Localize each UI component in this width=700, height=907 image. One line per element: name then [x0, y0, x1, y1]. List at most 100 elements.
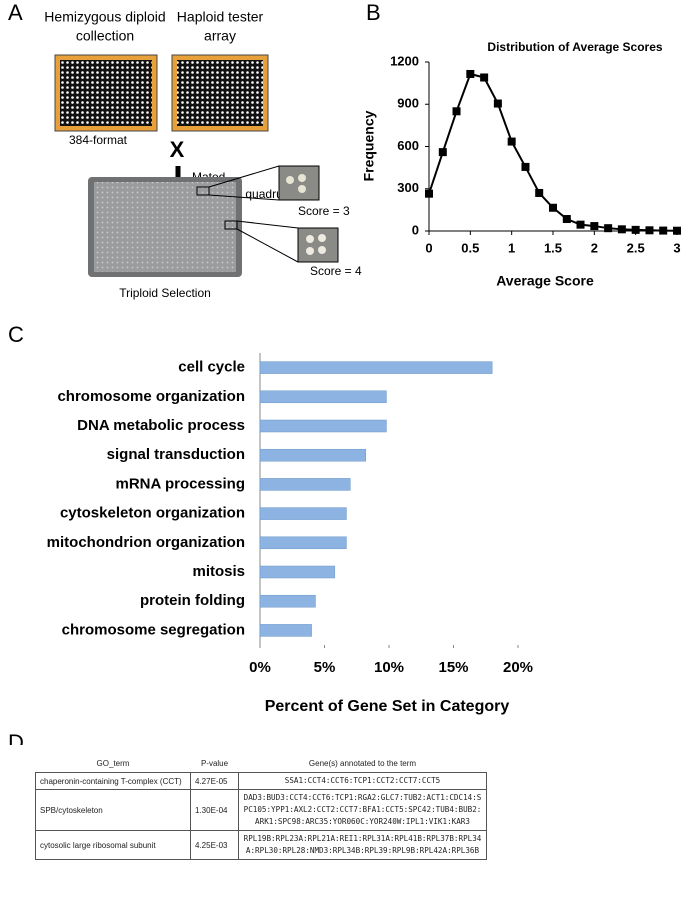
selection-agar — [94, 182, 236, 272]
data-point — [617, 225, 626, 234]
table-body: chaperonin-containing T-complex (CCT) 4.2… — [35, 772, 487, 860]
bar — [259, 536, 347, 550]
zoom-line — [236, 220, 299, 229]
x-tick-label: 2.5 — [627, 240, 645, 255]
category-label: signal transduction — [107, 446, 245, 463]
y-tick-label: 300 — [397, 180, 419, 195]
x-axis-label: Average Score — [496, 273, 594, 289]
x-tick-label: 0 — [425, 240, 432, 255]
data-point — [535, 188, 544, 197]
bar — [259, 624, 312, 637]
data-point — [425, 189, 433, 198]
panel-label: D — [8, 730, 24, 745]
data-point — [590, 222, 599, 231]
data-point — [438, 148, 447, 157]
data-point — [659, 226, 668, 235]
p-value: 4.27E-05 — [190, 772, 239, 790]
data-point — [673, 226, 681, 235]
plate-label: collection — [76, 28, 134, 44]
go-table: GO_term P-value Gene(s) annotated to the… — [35, 757, 487, 860]
x-tick-label: 2 — [591, 240, 598, 255]
plate-grid — [60, 60, 152, 126]
category-label: protein folding — [140, 592, 245, 609]
colony — [306, 247, 314, 255]
panel-label: C — [8, 322, 24, 347]
data-point — [576, 220, 585, 229]
panel-label: A — [8, 0, 23, 25]
y-tick-label: 0 — [412, 222, 419, 237]
score-label: Score = 3 — [298, 204, 350, 218]
bar — [259, 594, 316, 608]
data-point — [507, 137, 516, 146]
bar — [259, 507, 347, 520]
data-point — [466, 69, 475, 78]
header-cell: Gene(s) annotated to the term — [308, 759, 417, 768]
colony — [298, 185, 306, 193]
p-value: 4.25E-03 — [190, 830, 239, 860]
data-point — [480, 73, 489, 82]
bar — [259, 419, 387, 433]
category-label: mitosis — [192, 563, 245, 580]
y-tick-label: 1200 — [390, 53, 419, 68]
score-label: Score = 4 — [310, 264, 362, 278]
y-tick-label: 900 — [397, 96, 419, 111]
bar — [259, 390, 387, 404]
data-point — [562, 215, 571, 224]
data-point — [452, 107, 461, 116]
data-point — [604, 224, 613, 233]
zoom-view — [297, 227, 339, 263]
panel-label: B — [366, 0, 381, 25]
x-tick-label: 1 — [508, 240, 515, 255]
cross-symbol: X — [170, 137, 185, 162]
x-tick-label: 0.5 — [461, 240, 479, 255]
data-point — [549, 203, 557, 212]
data-point — [493, 99, 502, 108]
table-row: cytosolic large ribosomal subunit 4.25E-0… — [35, 830, 487, 860]
zoom-line — [236, 228, 299, 263]
y-tick-label: 600 — [397, 138, 419, 153]
zoom-view — [278, 165, 320, 201]
category-label: mitochondrion organization — [47, 534, 245, 551]
category-label: mRNA processing — [116, 475, 245, 492]
x-tick-label: 3 — [673, 240, 680, 255]
x-tick-label: 0% — [249, 659, 271, 676]
chart-title: Distribution of Average Scores — [487, 40, 662, 54]
category-label: chromosome organization — [57, 388, 245, 405]
plate-grid — [177, 60, 263, 126]
colony — [318, 246, 326, 254]
x-tick-label: 20% — [503, 659, 533, 676]
bar — [259, 361, 493, 374]
header-cell: P-value — [200, 759, 229, 768]
x-tick-label: 15% — [438, 659, 468, 676]
data-point — [645, 226, 654, 235]
data-point — [521, 162, 530, 171]
y-axis-label: Frequency — [361, 110, 377, 181]
colony — [318, 234, 326, 242]
table-row: chaperonin-containing T-complex (CCT) 4.2… — [35, 772, 487, 790]
category-label: chromosome segregation — [62, 621, 245, 638]
zoom-box — [196, 186, 210, 196]
colony — [286, 176, 294, 184]
bar — [259, 478, 351, 491]
data-point — [631, 225, 640, 234]
figure: A B C D Hemizygous diploid collection Ha… — [8, 0, 681, 745]
x-axis-label: Percent of Gene Set in Category — [265, 698, 510, 715]
header-cell: GO_term — [96, 759, 130, 768]
table-row: SPB/cytoskeleton 1.30E-04 DAD3:BUD3:CCT4:C… — [35, 789, 487, 831]
zoom-line — [208, 165, 280, 188]
gene-list: SSA1:CCT4:CCT6:TCP1:CCT2:CCT7:CCT5 — [238, 772, 487, 790]
colony — [306, 235, 314, 243]
gene-list: DAD3:BUD3:CCT4:CCT6:TCP1:RGA2:GLC7:TUB2:… — [238, 789, 487, 831]
zoom-box — [224, 220, 238, 230]
category-label: cytoskeleton organization — [60, 505, 245, 522]
plate-format: 384-format — [69, 133, 128, 147]
gene-list: RPL19B:RPL23A:RPL21A:REI1:RPL31A:RPL41B:… — [238, 830, 487, 860]
x-tick-label: 1.5 — [544, 240, 562, 255]
plate-label: Haploid tester — [177, 9, 264, 25]
x-tick-label: 10% — [374, 659, 404, 676]
plate-label: Hemizygous diploid — [44, 9, 165, 25]
go-term: cytosolic large ribosomal subunit — [35, 830, 191, 860]
colony — [298, 174, 306, 182]
